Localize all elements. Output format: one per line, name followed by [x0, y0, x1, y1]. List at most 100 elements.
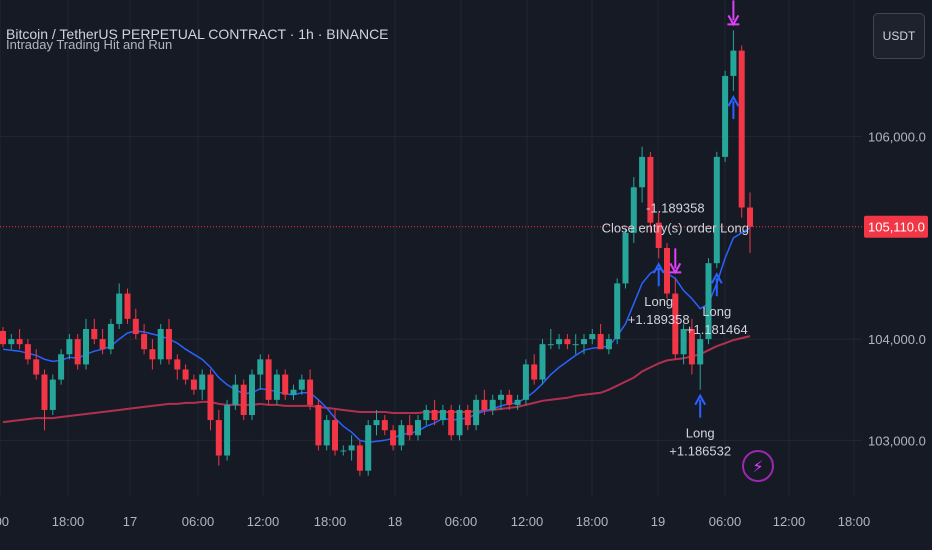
candle-body [8, 339, 15, 345]
arrow-head [727, 95, 740, 107]
candle [630, 177, 637, 243]
candle-body [448, 409, 455, 436]
time-tick-label: 06:00 [182, 514, 215, 529]
long-entry-arrow [694, 393, 707, 418]
candle [506, 389, 513, 410]
candle-body [464, 409, 471, 426]
candle [423, 404, 430, 426]
candle-body [738, 50, 745, 208]
candle-body [257, 359, 264, 375]
candle [639, 146, 646, 203]
close-label: Close entry(s) order Long [602, 220, 749, 235]
candle-body [423, 409, 430, 421]
currency-button[interactable]: USDT [873, 13, 925, 59]
candle [157, 323, 164, 365]
candle [539, 339, 546, 385]
candle-body [232, 384, 239, 405]
last-price-tag: 105,110.0 [864, 215, 928, 238]
candle [655, 212, 662, 259]
candle [622, 227, 629, 289]
candle-body [182, 369, 189, 380]
candle [738, 45, 745, 218]
candle-body [83, 328, 89, 365]
candle [498, 389, 504, 410]
candle-body [605, 339, 612, 350]
alert-icon[interactable]: ⚡ [742, 450, 774, 482]
candle [215, 409, 222, 466]
candle-body [249, 374, 255, 416]
candle-body [49, 379, 56, 410]
candle [730, 30, 737, 92]
candle-body [224, 404, 231, 456]
candle [332, 409, 338, 456]
candle [49, 374, 56, 416]
candle [257, 354, 264, 390]
candle-body [390, 430, 397, 446]
candle-body [456, 409, 463, 436]
candle [456, 404, 463, 441]
candle [688, 318, 695, 375]
candle [473, 394, 480, 431]
candle-body [207, 374, 214, 421]
candle-body [473, 399, 480, 426]
candle-body [74, 339, 81, 365]
long-entry-value: +1.181464 [686, 322, 748, 337]
time-tick-label: 18:00 [576, 514, 609, 529]
candle-body [132, 318, 139, 335]
candle [722, 70, 729, 162]
arrow-head [710, 272, 723, 284]
candle [356, 440, 363, 476]
long-entry-value: +1.186532 [669, 444, 731, 459]
time-tick-label: 12:00 [773, 514, 806, 529]
candle [174, 354, 181, 380]
arrow-head [652, 262, 665, 274]
candle-body [572, 344, 579, 346]
candle-body [514, 399, 521, 405]
candle [522, 359, 529, 405]
candle [149, 339, 156, 370]
candle [265, 354, 272, 405]
candle-body [273, 374, 280, 400]
candle [448, 404, 455, 441]
candle-body [0, 331, 6, 345]
candle [323, 415, 330, 451]
time-tick-label: 19 [651, 514, 665, 529]
indicator-name: Intraday Trading Hit and Run [6, 37, 173, 52]
candle-body [124, 293, 131, 319]
price-axis[interactable]: 106,000.0 104,000.0 103,000.0 [868, 130, 926, 449]
candle [41, 369, 48, 431]
candle [547, 328, 554, 350]
candle [199, 369, 206, 400]
candle-body [240, 384, 247, 416]
candle-body [498, 394, 504, 400]
candle-body [722, 75, 729, 157]
candle-body [332, 420, 338, 451]
candle-body [99, 339, 106, 350]
candle-body [415, 420, 421, 436]
candle-body [290, 389, 297, 395]
long-entry-label: Long [702, 304, 731, 319]
candle-body [705, 263, 712, 340]
candle [589, 328, 596, 345]
exit-arrow [727, 0, 740, 27]
candle-body [481, 399, 488, 410]
candle-body [680, 328, 687, 355]
candle [240, 379, 247, 421]
candle-body [713, 156, 720, 264]
candle-body [348, 445, 355, 451]
slow-ma-line [2, 335, 751, 424]
candle [564, 334, 571, 350]
candle [605, 334, 612, 355]
candle [439, 404, 446, 426]
candle-body [697, 339, 704, 365]
candle [99, 328, 106, 355]
candle [91, 318, 98, 345]
last-price-label: 105,110.0 [868, 220, 925, 235]
candle [415, 415, 421, 441]
candle [464, 404, 471, 431]
candle [132, 308, 139, 340]
time-axis[interactable]: :00 18:00 17 06:00 12:00 18:00 18 06:00 12:00 18:… [0, 514, 870, 529]
candle-body [199, 374, 206, 390]
candle-body [149, 349, 156, 360]
